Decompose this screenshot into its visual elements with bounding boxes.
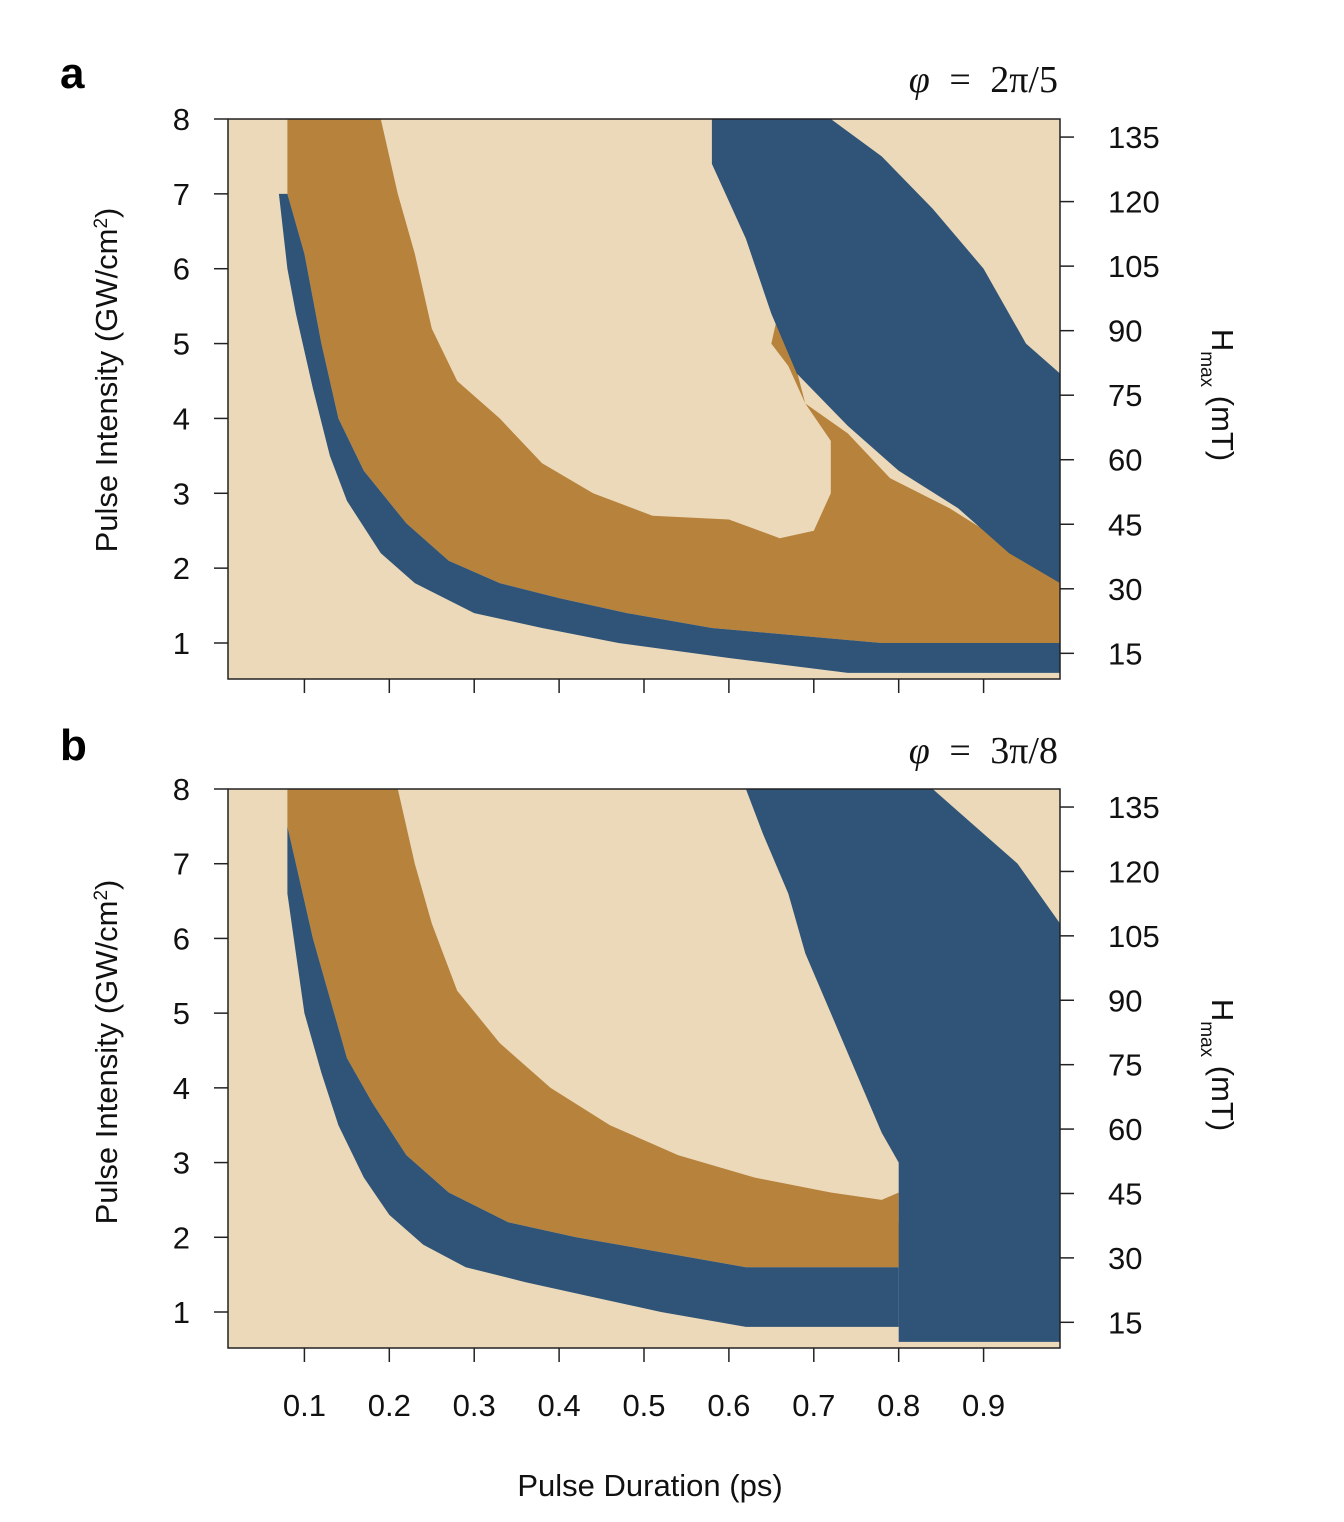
- y-tick-label: 4: [173, 401, 190, 436]
- y2-axis-title-unit: (mT): [1205, 1057, 1240, 1131]
- phase-relation: =: [949, 59, 970, 101]
- phase-value: 3π/8: [990, 730, 1058, 772]
- y-tick-label: 3: [173, 476, 190, 511]
- panel-b: b φ = 3π/8 12345678153045607590105120135…: [60, 721, 1240, 1503]
- x-tick-label: 0.7: [792, 1388, 835, 1423]
- y2-tick-label: 30: [1108, 1241, 1142, 1276]
- y2-tick-label: 105: [1108, 919, 1160, 954]
- y2-tick-label: 75: [1108, 1048, 1142, 1083]
- y-axis-title-sup: 2: [91, 890, 112, 901]
- region-blue-hook: [287, 826, 899, 1327]
- y2-axis-title-sub: max: [1197, 351, 1218, 387]
- region-orange-band: [287, 119, 1060, 643]
- panel-letter-a: a: [60, 49, 85, 98]
- y-tick-label: 8: [173, 102, 190, 137]
- x-tick-label: 0.2: [368, 1388, 411, 1423]
- x-tick-label: 0.9: [962, 1388, 1005, 1423]
- y2-tick-label: 15: [1108, 636, 1142, 671]
- y-tick-label: 2: [173, 551, 190, 586]
- phase-label-b: φ = 3π/8: [909, 730, 1058, 772]
- y2-tick-label: 105: [1108, 249, 1160, 284]
- heatmap-regions: [228, 119, 1060, 679]
- y2-tick-label: 120: [1108, 185, 1160, 220]
- region-group: [287, 789, 1060, 1342]
- panel-a: a φ = 2π/5 12345678153045607590105120135…: [60, 49, 1240, 693]
- x-tick-label: 0.4: [538, 1388, 581, 1423]
- y-tick-label: 5: [173, 327, 190, 362]
- y-axis-title: Pulse Intensity (GW/cm2): [89, 208, 124, 553]
- y-tick-label: 4: [173, 1071, 190, 1106]
- y2-tick-label: 60: [1108, 443, 1142, 478]
- phase-label-a: φ = 2π/5: [909, 59, 1058, 101]
- heatmap-regions: [228, 789, 1060, 1348]
- y2-axis-title: Hmax (mT): [1197, 999, 1241, 1131]
- phase-symbol: φ: [909, 59, 930, 101]
- y-tick-label: 8: [173, 772, 190, 807]
- y-tick-label: 1: [173, 1295, 190, 1330]
- y2-tick-label: 60: [1108, 1112, 1142, 1147]
- phase-value: 2π/5: [990, 59, 1058, 101]
- y2-axis-title-main: H: [1205, 999, 1240, 1021]
- x-tick-label: 0.1: [283, 1388, 326, 1423]
- y2-tick-label: 120: [1108, 854, 1160, 889]
- y2-tick-label: 135: [1108, 120, 1160, 155]
- phase-relation: =: [949, 730, 970, 772]
- x-tick-label: 0.6: [707, 1388, 750, 1423]
- x-tick-label: 0.8: [877, 1388, 920, 1423]
- region-orange-band: [287, 789, 916, 1268]
- region-group: [278, 119, 1060, 673]
- y-tick-label: 6: [173, 252, 190, 287]
- panel-letter-b: b: [60, 721, 87, 770]
- y2-tick-label: 75: [1108, 378, 1142, 413]
- phase-symbol: φ: [909, 730, 930, 772]
- y-tick-label: 7: [173, 177, 190, 212]
- y2-tick-label: 30: [1108, 572, 1142, 607]
- y-axis-title-main: Pulse Intensity (GW/cm: [89, 901, 124, 1225]
- y-axis-title-sup: 2: [91, 218, 112, 229]
- x-tick-label: 0.5: [622, 1388, 665, 1423]
- y-tick-label: 7: [173, 847, 190, 882]
- y-tick-label: 6: [173, 921, 190, 956]
- y2-tick-label: 15: [1108, 1305, 1142, 1340]
- y2-tick-label: 135: [1108, 790, 1160, 825]
- y-tick-label: 3: [173, 1146, 190, 1181]
- y-axis-title-close: ): [89, 208, 124, 218]
- y2-tick-label: 90: [1108, 314, 1142, 349]
- y-tick-label: 1: [173, 626, 190, 661]
- region-blue-upper: [745, 789, 1060, 1342]
- x-axis-title: Pulse Duration (ps): [517, 1468, 782, 1503]
- y2-axis-title-sub: max: [1197, 1021, 1218, 1057]
- y-tick-label: 2: [173, 1220, 190, 1255]
- y-axis-title: Pulse Intensity (GW/cm2): [89, 880, 124, 1225]
- y2-axis-title-unit: (mT): [1205, 387, 1240, 461]
- y-axis-title-main: Pulse Intensity (GW/cm: [89, 229, 124, 553]
- y2-tick-label: 45: [1108, 1176, 1142, 1211]
- y-axis-title-close: ): [89, 880, 124, 890]
- region-blue-upper: [711, 119, 1060, 584]
- y2-axis-title-main: H: [1205, 329, 1240, 351]
- x-tick-label: 0.3: [453, 1388, 496, 1423]
- y2-axis-title: Hmax (mT): [1197, 329, 1241, 461]
- y2-tick-label: 45: [1108, 507, 1142, 542]
- y2-tick-label: 90: [1108, 983, 1142, 1018]
- y-tick-label: 5: [173, 996, 190, 1031]
